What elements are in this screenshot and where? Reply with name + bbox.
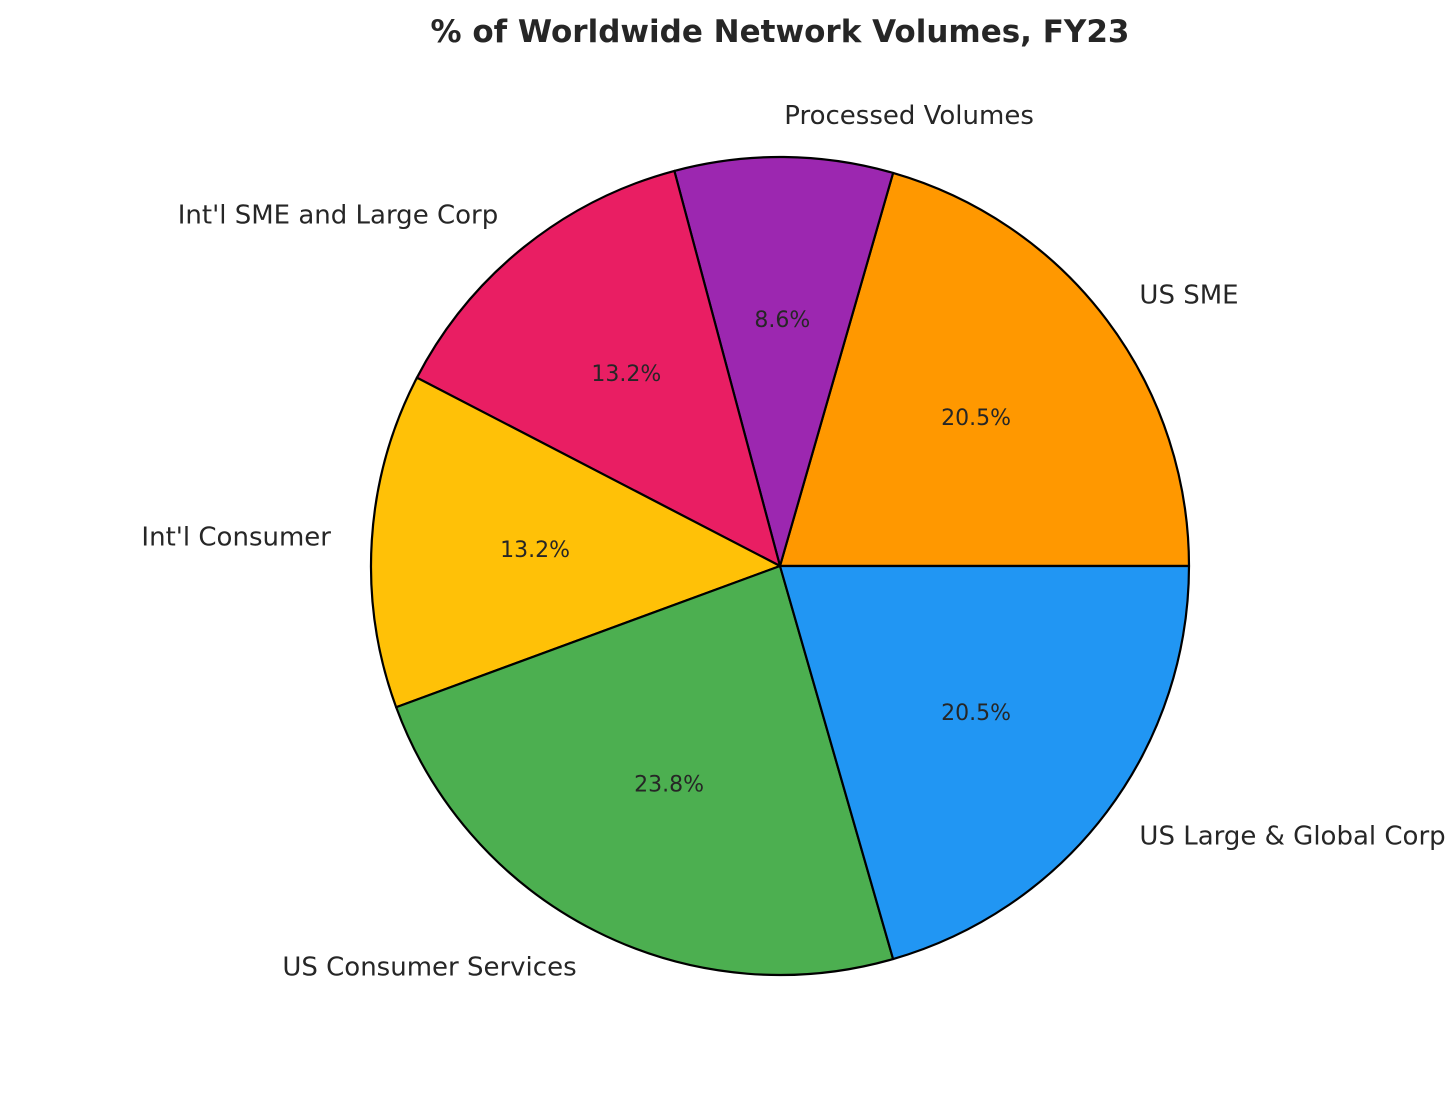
percent-label-us-consumer-services: 23.8% xyxy=(634,772,704,797)
percent-label-processed-volumes: 8.6% xyxy=(754,308,810,333)
chart-title: % of Worldwide Network Volumes, FY23 xyxy=(430,14,1129,50)
category-labels: US SME Processed Volumes Int'l SME and Lar… xyxy=(141,101,1445,982)
category-label-us-consumer-services: US Consumer Services xyxy=(282,952,576,982)
category-label-us-sme: US SME xyxy=(1139,280,1238,310)
pie-slice-processed-volumes xyxy=(673,155,895,568)
percent-label-us-sme: 20.5% xyxy=(941,406,1011,431)
pie-slice-int-l-sme-and-large-corp xyxy=(415,169,782,568)
percent-labels: 20.5% 8.6% 13.2% 13.2% 23.8% 20.5% xyxy=(500,308,1011,797)
pie-slice-us-sme xyxy=(778,171,1191,568)
category-label-int-l-sme-and-large-corp: Int'l SME and Large Corp xyxy=(178,200,498,230)
percent-label-int-l-sme-and-large-corp: 13.2% xyxy=(591,362,661,387)
percent-label-us-large-global-corp: 20.5% xyxy=(941,701,1011,726)
pie-slice-int-l-consumer xyxy=(369,376,782,709)
pie-slice-us-consumer-services xyxy=(395,564,895,977)
pie-slices xyxy=(369,155,1191,977)
category-label-processed-volumes: Processed Volumes xyxy=(784,101,1034,131)
category-label-us-large-global-corp: US Large & Global Corp xyxy=(1139,822,1445,852)
pie-slice-us-large-global-corp xyxy=(778,564,1191,961)
category-label-int-l-consumer: Int'l Consumer xyxy=(141,523,331,553)
percent-label-int-l-consumer: 13.2% xyxy=(500,538,570,563)
